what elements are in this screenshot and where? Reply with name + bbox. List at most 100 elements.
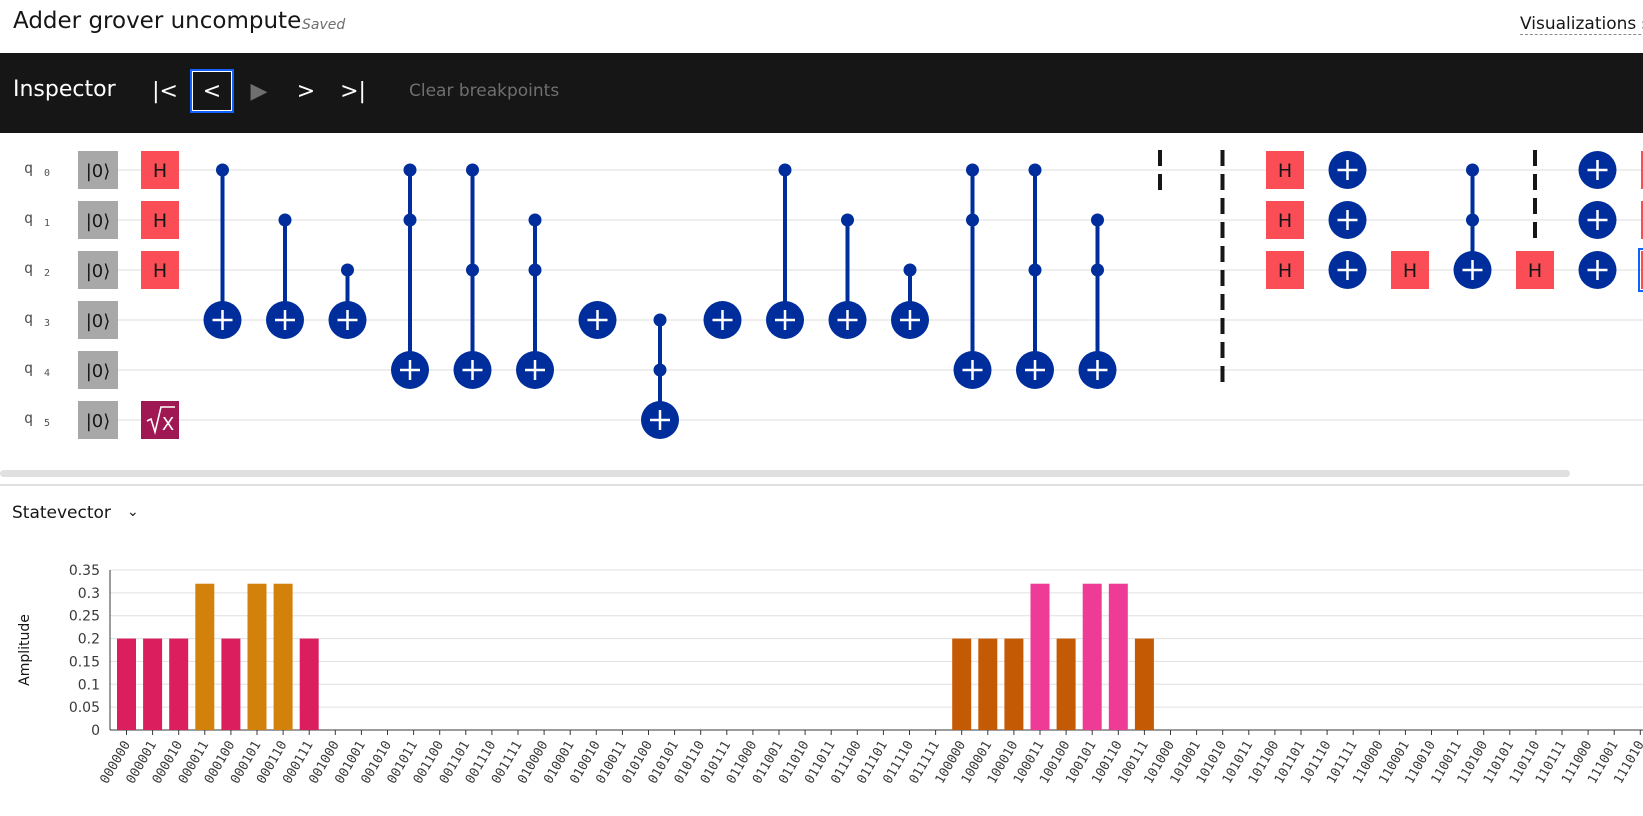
qubit-index: 5 — [44, 418, 50, 429]
chevron-down-icon[interactable]: ⌄ — [127, 503, 139, 519]
h-gate-label: H — [1278, 260, 1292, 282]
sqrt-x-symbol — [146, 406, 175, 436]
y-tick-label: 0.1 — [78, 677, 100, 693]
h-gate — [1391, 251, 1429, 289]
control-dot — [966, 163, 979, 177]
control-dot — [403, 213, 417, 227]
control-dot — [903, 263, 917, 277]
h-gate-label: H — [1278, 210, 1292, 232]
control-dot — [1466, 213, 1479, 227]
next-step-button[interactable]: > — [284, 69, 328, 113]
qubit-label: q — [24, 359, 33, 377]
y-axis-label: Amplitude — [17, 614, 33, 686]
selected-gate-outline — [1638, 248, 1643, 292]
h-gate — [1641, 201, 1643, 239]
statevector-chart: 00.050.10.150.20.250.30.35Amplitude00000… — [17, 563, 1643, 787]
h-gate-label: H — [153, 260, 167, 282]
visualizations-link[interactable]: Visualizations s — [1520, 14, 1643, 35]
bar — [952, 638, 972, 730]
bar — [1030, 583, 1050, 730]
qubit-index: 3 — [44, 318, 50, 329]
bar — [978, 638, 998, 730]
page-title: Adder grover uncompute — [13, 8, 302, 34]
sqrt-x-gate-label: X — [162, 414, 174, 435]
control-dot — [966, 213, 979, 227]
bar — [1108, 583, 1128, 730]
init-state-label: |0⟩ — [86, 311, 111, 332]
qubit-label: q — [24, 409, 33, 427]
qubit-label: q — [24, 159, 33, 177]
init-state-box — [78, 301, 118, 339]
qubit-index: 1 — [44, 218, 50, 229]
init-state-label: |0⟩ — [86, 361, 111, 382]
bar — [299, 638, 319, 730]
panel-divider[interactable] — [0, 484, 1643, 486]
inspector-toolbar: Inspector |< < ▶ > >| Clear breakpoints — [0, 53, 1643, 133]
control-dot — [528, 213, 542, 227]
first-step-icon: |< — [152, 78, 178, 104]
y-tick-label: 0.05 — [69, 700, 100, 716]
control-dot — [1091, 213, 1104, 227]
h-gate — [141, 151, 179, 189]
h-gate-label: H — [1403, 260, 1417, 282]
bar — [247, 583, 267, 730]
control-dot — [216, 163, 229, 177]
h-gate-label: H — [153, 160, 167, 182]
y-tick-label: 0.3 — [78, 586, 100, 602]
circuit-canvas: q0|0⟩q1|0⟩q2|0⟩q3|0⟩q4|0⟩q5|0⟩HHHXHHHHHH… — [24, 150, 1643, 439]
h-gate-label: H — [153, 210, 167, 232]
y-tick-label: 0.25 — [69, 609, 100, 625]
bar — [1056, 638, 1076, 730]
control-dot — [1028, 163, 1042, 177]
h-gate — [1266, 151, 1304, 189]
h-gate — [1641, 251, 1643, 289]
control-dot — [841, 213, 854, 227]
init-state-label: |0⟩ — [86, 411, 111, 432]
control-dot — [278, 213, 292, 227]
h-gate — [1266, 251, 1304, 289]
previous-step-button[interactable]: < — [190, 69, 234, 113]
visualization-select[interactable]: Statevector — [12, 503, 111, 523]
h-gate — [141, 201, 179, 239]
init-state-label: |0⟩ — [86, 261, 111, 282]
bar — [221, 638, 241, 730]
control-dot — [466, 263, 479, 277]
next-step-icon: > — [296, 78, 316, 104]
init-state-box — [78, 151, 118, 189]
control-dot — [1466, 163, 1479, 177]
top-bar: Adder grover uncompute Saved Visualizati… — [0, 0, 1643, 52]
bar — [117, 638, 136, 730]
init-state-box — [78, 201, 118, 239]
previous-step-icon: < — [202, 78, 222, 104]
bar — [1082, 583, 1102, 730]
saved-status: Saved — [302, 17, 346, 33]
bar — [169, 638, 189, 730]
init-state-box — [78, 351, 118, 389]
control-dot — [778, 163, 792, 177]
h-gate — [1641, 151, 1643, 189]
y-tick-label: 0.2 — [78, 632, 100, 648]
init-state-label: |0⟩ — [86, 161, 111, 182]
circuit-scrollbar[interactable] — [0, 470, 1570, 477]
last-step-button[interactable]: >| — [331, 69, 375, 113]
bar — [1134, 638, 1154, 730]
h-gate — [1266, 201, 1304, 239]
bar — [143, 638, 163, 730]
control-dot — [653, 313, 667, 327]
control-dot — [341, 263, 354, 277]
qubit-label: q — [24, 259, 33, 277]
qubit-index: 0 — [44, 168, 50, 179]
qubit-index: 4 — [44, 368, 50, 379]
control-dot — [403, 163, 417, 177]
play-button[interactable]: ▶ — [237, 69, 281, 113]
qubit-index: 2 — [44, 268, 50, 279]
h-gate-label: H — [1528, 260, 1542, 282]
first-step-button[interactable]: |< — [143, 69, 187, 113]
qubit-label: q — [24, 209, 33, 227]
clear-breakpoints-button[interactable]: Clear breakpoints — [409, 81, 560, 101]
bar — [195, 583, 215, 730]
inspector-title: Inspector — [13, 77, 116, 102]
control-dot — [466, 163, 479, 177]
y-tick-label: 0 — [91, 723, 100, 739]
qubit-label: q — [24, 309, 33, 327]
